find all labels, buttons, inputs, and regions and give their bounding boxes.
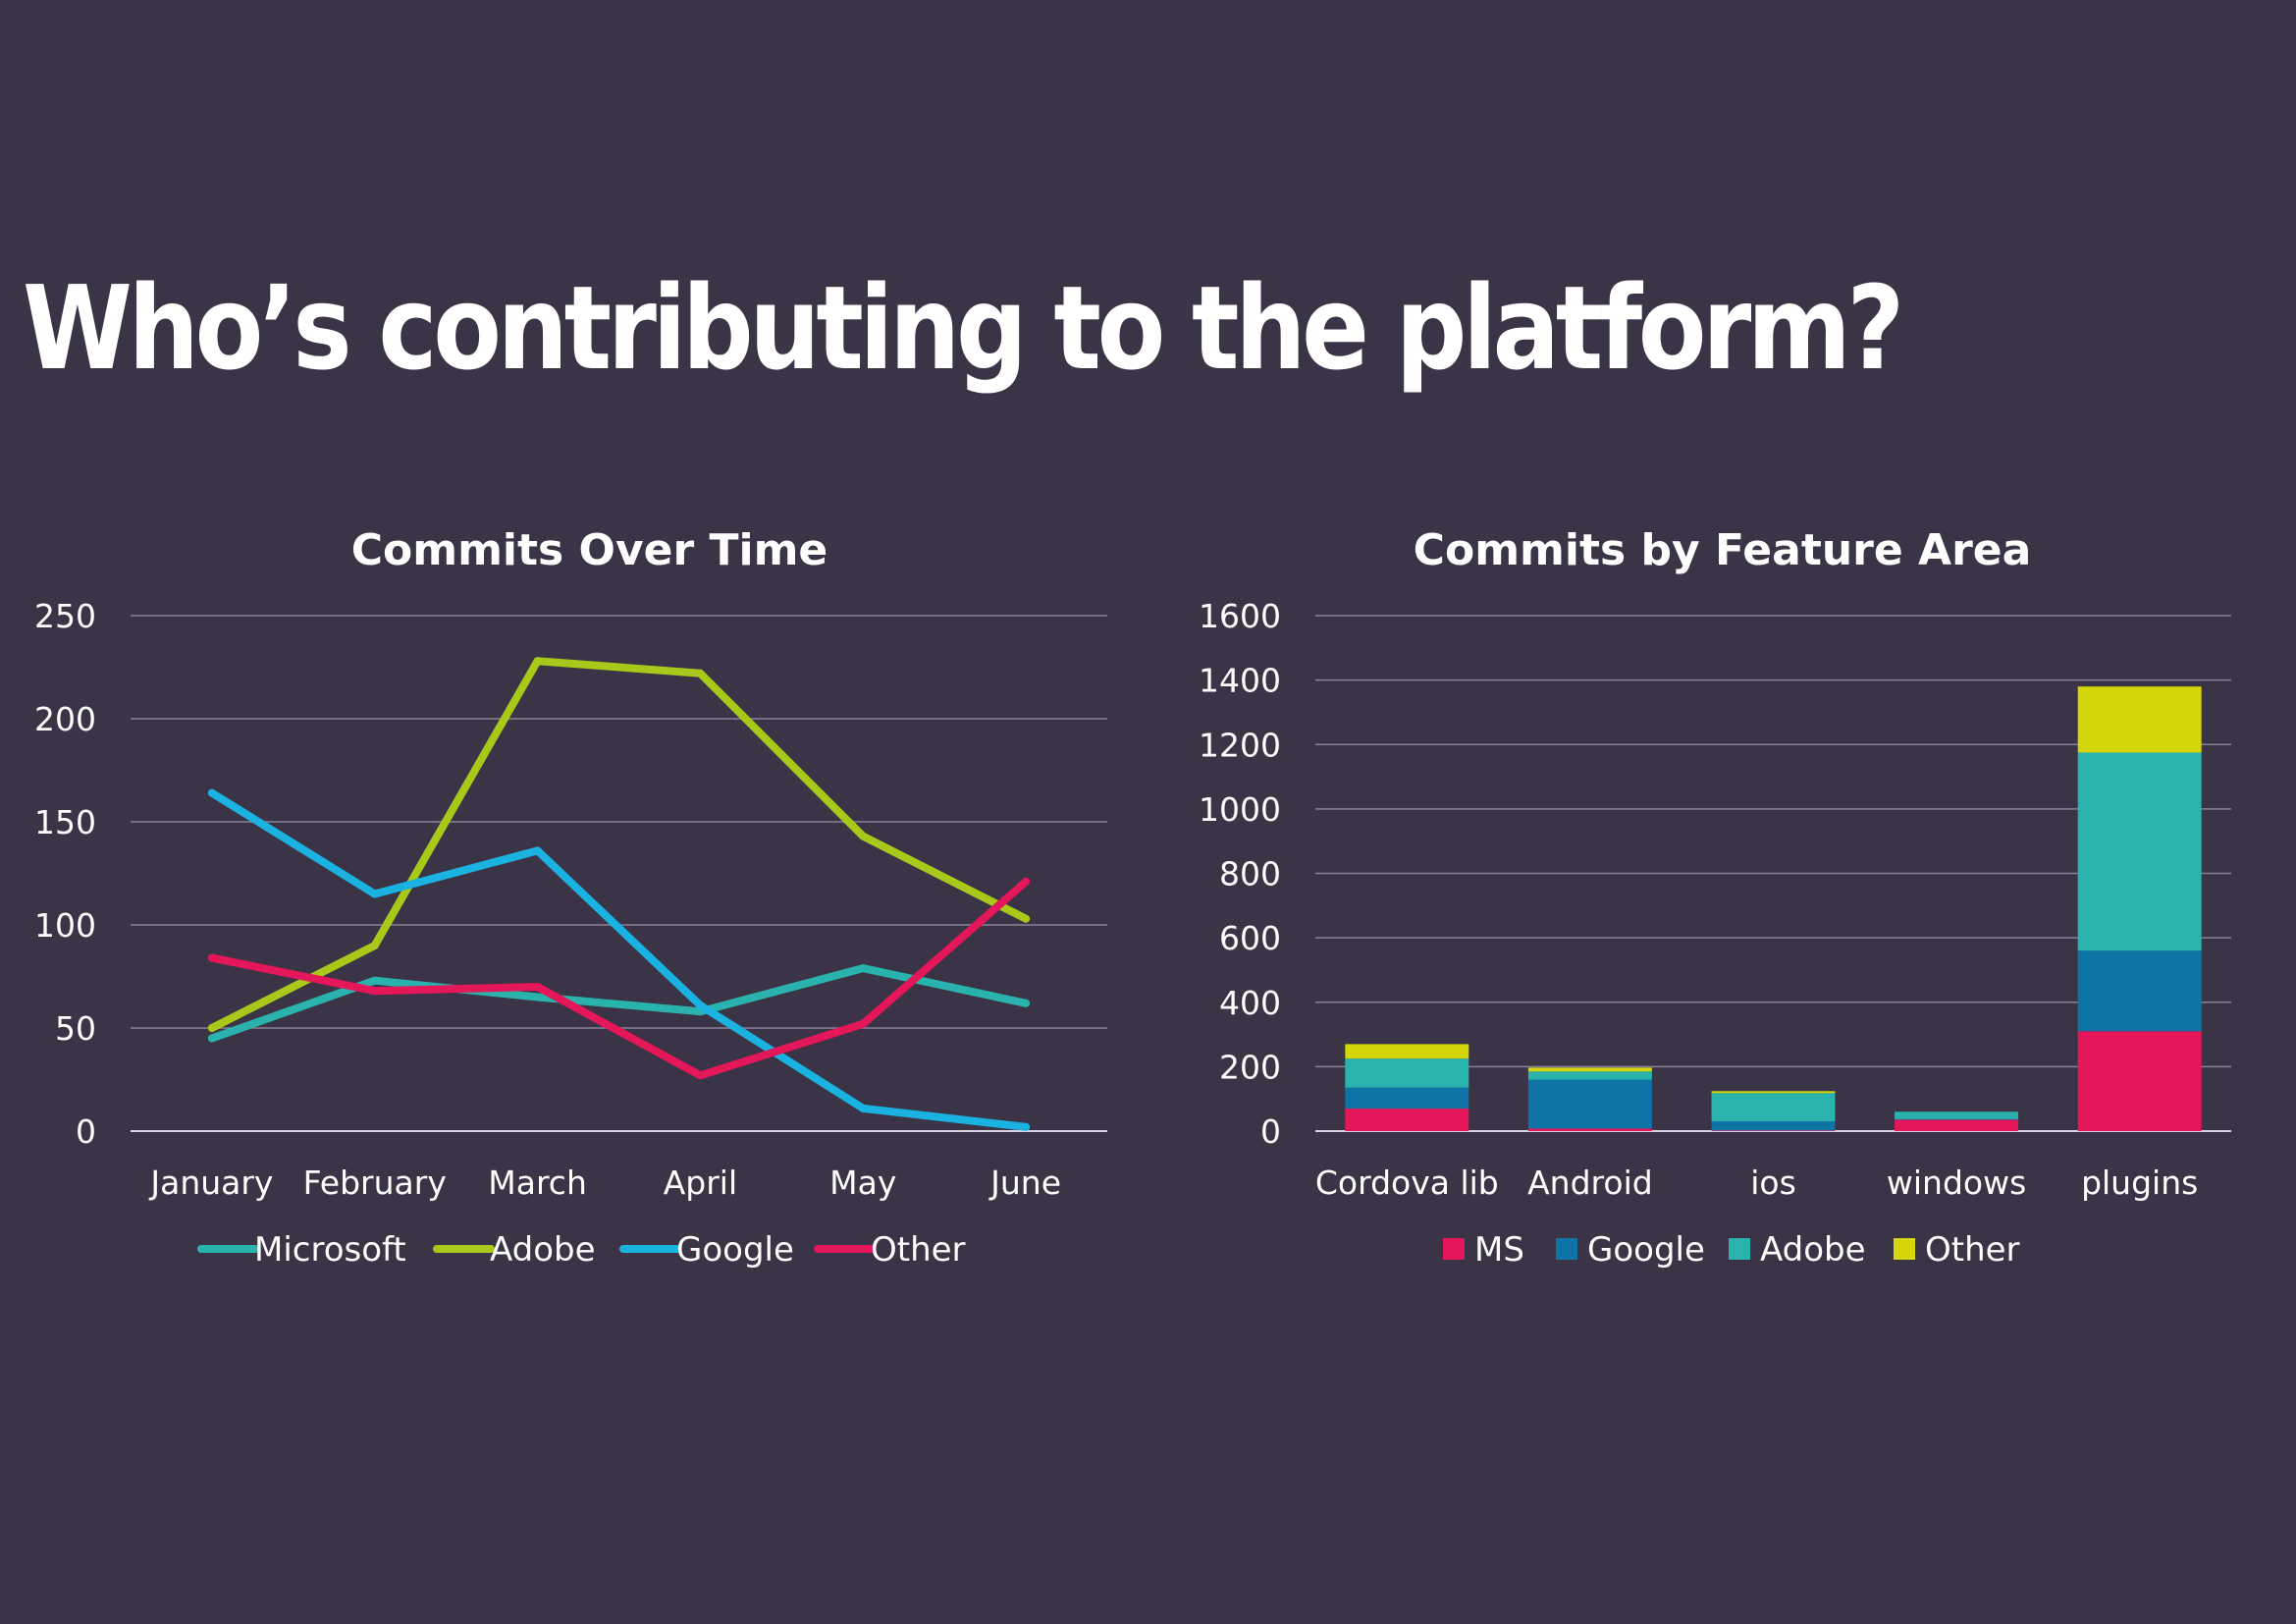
line-point-other-january xyxy=(207,953,216,962)
line-chart-title: Commits Over Time xyxy=(351,525,828,575)
line-point-other-february xyxy=(370,987,379,996)
bar-chart-x-tick-cordova-lib: Cordova lib xyxy=(1315,1164,1499,1202)
bar-legend-label-google: Google xyxy=(1587,1230,1705,1270)
line-chart-y-tick-150: 150 xyxy=(34,803,96,841)
bar-ios-google xyxy=(1711,1121,1836,1131)
bar-chart-x-tick-android: Android xyxy=(1527,1164,1653,1202)
line-legend-label-other: Other xyxy=(871,1230,966,1270)
bar-chart-y-tick-0: 0 xyxy=(1260,1112,1281,1151)
line-chart-x-tick-january: January xyxy=(148,1164,273,1202)
bar-cordova-lib-google xyxy=(1345,1087,1469,1110)
line-point-adobe-june xyxy=(1022,914,1031,923)
bar-windows-ms xyxy=(1895,1119,2019,1131)
line-point-google-may xyxy=(859,1104,868,1112)
line-chart-y-tick-50: 50 xyxy=(55,1009,96,1048)
bar-chart: Commits by Feature Area 0 200 400 600 800 1000… xyxy=(1199,525,2231,1270)
bar-chart-y-tick-1200: 1200 xyxy=(1199,726,1281,764)
line-chart-y-tick-0: 0 xyxy=(76,1112,96,1151)
line-chart-x-tick-may: May xyxy=(829,1164,896,1202)
slide-title: Who’s contributing to the platform? xyxy=(23,260,1904,396)
bar-plugins-google xyxy=(2077,950,2202,1032)
line-point-google-january xyxy=(207,788,216,797)
bar-legend-label-adobe: Adobe xyxy=(1760,1230,1866,1270)
line-point-google-february xyxy=(370,890,379,898)
bar-legend-swatch-google xyxy=(1556,1238,1577,1260)
line-point-adobe-april xyxy=(696,669,705,677)
line-chart: Commits Over Time 0 50 100 150 200 250 January F… xyxy=(34,525,1107,1270)
bar-plugins-other xyxy=(2077,686,2202,753)
bar-chart-y-tick-1600: 1600 xyxy=(1199,597,1281,635)
line-chart-x-tick-april: April xyxy=(664,1164,737,1202)
bar-cordova-lib-ms xyxy=(1345,1109,1469,1131)
line-legend-label-microsoft: Microsoft xyxy=(254,1230,406,1270)
bar-windows-google xyxy=(1895,1118,2019,1120)
bar-legend-swatch-adobe xyxy=(1729,1238,1750,1260)
bar-plugins-ms xyxy=(2077,1031,2202,1131)
bar-chart-y-tick-1000: 1000 xyxy=(1199,790,1281,829)
bar-android-adobe xyxy=(1527,1071,1652,1080)
line-series-google xyxy=(207,788,1031,1131)
bar-android-ms xyxy=(1527,1128,1652,1131)
line-point-adobe-february xyxy=(370,942,379,949)
bar-android-other xyxy=(1527,1067,1652,1072)
line-chart-y-tick-100: 100 xyxy=(34,906,96,945)
bar-legend-label-ms: MS xyxy=(1474,1230,1524,1270)
bar-chart-title: Commits by Feature Area xyxy=(1414,525,2032,575)
bar-ios-ms xyxy=(1711,1130,1836,1131)
line-legend-label-google: Google xyxy=(676,1230,794,1270)
line-series-other xyxy=(207,877,1031,1080)
bar-chart-y-tick-800: 800 xyxy=(1219,855,1281,893)
line-point-microsoft-march xyxy=(533,993,542,1001)
line-point-google-april xyxy=(696,1001,705,1009)
bar-ios-adobe xyxy=(1711,1093,1836,1122)
bar-legend-swatch-ms xyxy=(1443,1238,1465,1260)
bar-legend-swatch-other xyxy=(1894,1238,1915,1260)
bar-chart-y-tick-600: 600 xyxy=(1219,919,1281,957)
line-chart-x-tick-february: February xyxy=(303,1164,447,1202)
line-point-adobe-may xyxy=(859,832,868,840)
bar-chart-y-tick-1400: 1400 xyxy=(1199,662,1281,700)
line-point-other-june xyxy=(1022,877,1031,886)
line-point-adobe-january xyxy=(207,1024,216,1032)
line-point-microsoft-may xyxy=(859,964,868,973)
line-point-microsoft-june xyxy=(1022,999,1031,1007)
bar-cordova-lib-other xyxy=(1345,1044,1469,1059)
bar-legend-label-other: Other xyxy=(1925,1230,2020,1270)
line-point-google-march xyxy=(533,846,542,855)
bar-ios-other xyxy=(1711,1091,1836,1094)
line-chart-x-tick-june: June xyxy=(988,1164,1061,1202)
line-point-other-march xyxy=(533,983,542,991)
bar-windows-adobe xyxy=(1895,1111,2019,1119)
bar-cordova-lib-adobe xyxy=(1345,1058,1469,1088)
bar-plugins-adobe xyxy=(2077,752,2202,951)
line-point-microsoft-february xyxy=(370,976,379,985)
line-point-adobe-march xyxy=(533,657,542,666)
line-point-other-april xyxy=(696,1071,705,1080)
bar-chart-y-tick-400: 400 xyxy=(1219,984,1281,1022)
line-chart-y-tick-250: 250 xyxy=(34,597,96,635)
bar-chart-x-tick-windows: windows xyxy=(1887,1164,2026,1202)
line-point-microsoft-january xyxy=(207,1034,216,1043)
line-legend-label-adobe: Adobe xyxy=(490,1230,596,1270)
bar-android-google xyxy=(1527,1079,1652,1129)
bar-chart-y-tick-200: 200 xyxy=(1219,1048,1281,1086)
bar-chart-x-tick-plugins: plugins xyxy=(2081,1164,2198,1202)
line-series-microsoft xyxy=(207,964,1031,1043)
line-series-adobe xyxy=(207,657,1031,1032)
bar-chart-x-tick-ios: ios xyxy=(1750,1164,1796,1202)
line-point-google-june xyxy=(1022,1122,1031,1131)
line-chart-y-tick-200: 200 xyxy=(34,700,96,738)
line-point-other-may xyxy=(859,1019,868,1028)
line-chart-x-tick-march: March xyxy=(488,1164,587,1202)
